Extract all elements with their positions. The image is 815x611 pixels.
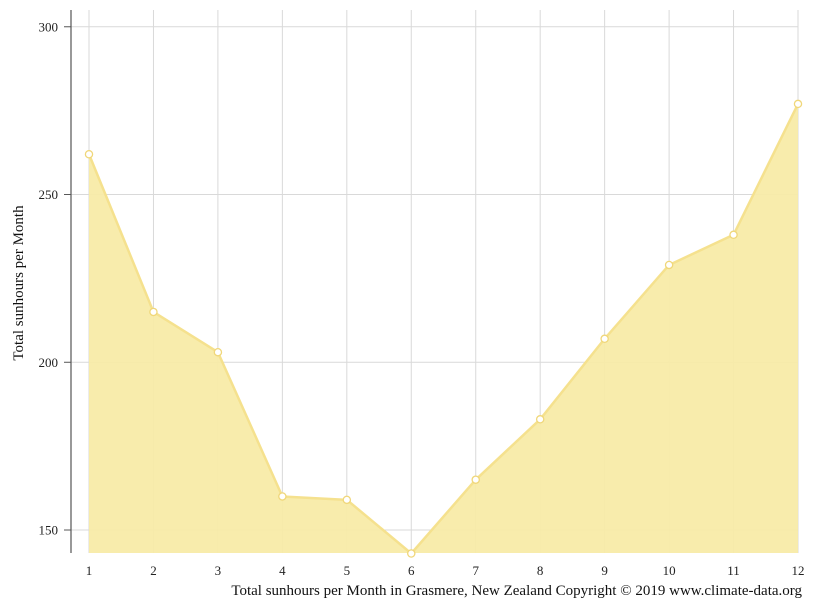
- series-line: [87, 103, 800, 555]
- axes: [64, 10, 72, 553]
- data-point: [793, 99, 803, 109]
- y-tick-label: 200: [39, 355, 59, 370]
- y-tick-labels: 150 200 250 300: [39, 19, 59, 537]
- x-tick-label: 8: [537, 563, 544, 578]
- x-tick-label: 4: [279, 563, 286, 578]
- x-tick-label: 5: [344, 563, 351, 578]
- data-point: [407, 549, 416, 558]
- data-point: [664, 260, 674, 270]
- x-tick-label: 7: [472, 563, 479, 578]
- data-point: [149, 307, 158, 317]
- data-point: [213, 347, 223, 357]
- x-tick-label: 1: [86, 563, 93, 578]
- x-tick-label: 10: [663, 563, 676, 578]
- x-tick-labels: 1 2 3 4 5 6 7 8 9 10 11 12: [86, 563, 805, 578]
- x-tick-label: 2: [150, 563, 157, 578]
- data-point: [600, 334, 609, 344]
- area-series: [84, 99, 803, 558]
- area-fill: [89, 103, 798, 554]
- data-point: [729, 230, 738, 240]
- data-point: [278, 492, 287, 501]
- y-tick-label: 250: [39, 187, 59, 202]
- data-point: [535, 415, 545, 424]
- data-point: [471, 475, 480, 484]
- data-point: [84, 150, 94, 159]
- y-tick-label: 150: [39, 523, 59, 538]
- chart-caption: Total sunhours per Month in Grasmere, Ne…: [231, 583, 802, 599]
- data-point: [342, 495, 352, 505]
- y-axis-label: Total sunhours per Month: [11, 205, 27, 361]
- x-tick-label: 6: [408, 563, 415, 578]
- x-tick-label: 11: [727, 563, 740, 578]
- x-tick-label: 9: [601, 563, 608, 578]
- y-tick-label: 300: [39, 19, 59, 34]
- x-tick-label: 3: [215, 563, 222, 578]
- x-tick-label: 12: [792, 563, 805, 578]
